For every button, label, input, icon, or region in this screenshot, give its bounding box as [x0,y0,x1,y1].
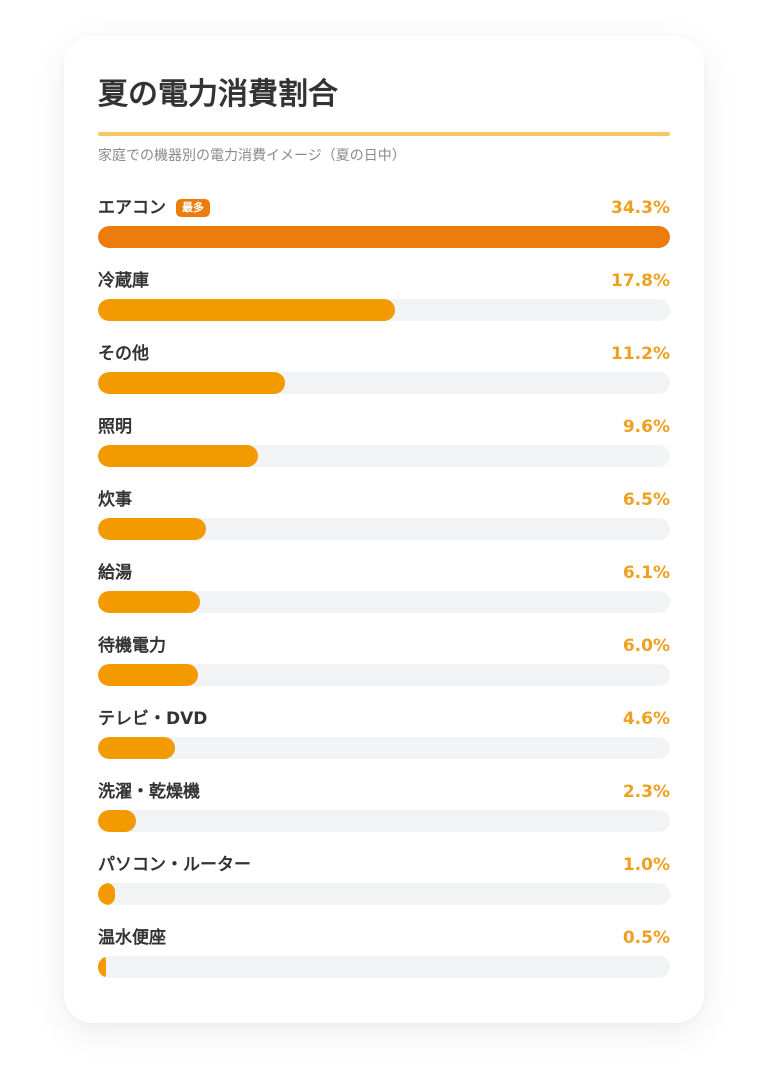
bar-fill [98,299,395,321]
bar-row-header: パソコン・ルーター 1.0% [98,853,670,877]
value-label: 2.3% [622,782,670,802]
bar-fill [98,956,106,978]
category-label-text: 待機電力 [98,636,166,656]
bar-row: パソコン・ルーター 1.0% [98,853,670,913]
chart-subtitle: 家庭での機器別の電力消費イメージ（夏の日中） [98,148,406,164]
chart-title: 夏の電力消費割合 [98,77,338,112]
category-label-text: エアコン [98,198,166,218]
category-label-text: 温水便座 [98,928,166,948]
bar-track [98,372,670,394]
value-label: 6.0% [622,636,670,656]
bar-row-header: その他 11.2% [98,342,670,366]
value-label: 17.8% [611,271,670,291]
bar-track [98,810,670,832]
category-label-text: 給湯 [98,563,132,583]
bar-row: 冷蔵庫 17.8% [98,269,670,329]
bar-track [98,226,670,248]
value-label: 9.6% [622,417,670,437]
category-label-text: 冷蔵庫 [98,271,149,291]
bar-row: その他 11.2% [98,342,670,402]
category-label: 洗濯・乾燥機 [98,780,200,804]
bar-row-header: 炊事 6.5% [98,488,670,512]
category-label: 待機電力 [98,634,166,658]
category-label-text: 照明 [98,417,132,437]
bar-row-header: テレビ・DVD 4.6% [98,707,670,731]
bar-track [98,299,670,321]
bar-track [98,518,670,540]
top-badge: 最多 [176,199,210,217]
bar-row-header: 照明 9.6% [98,415,670,439]
category-label: 給湯 [98,561,132,585]
bar-row-header: エアコン 最多 34.3% [98,196,670,220]
bar-row-header: 給湯 6.1% [98,561,670,585]
bar-fill [98,518,206,540]
category-label: 炊事 [98,488,132,512]
category-label-text: パソコン・ルーター [98,855,251,875]
bar-row: テレビ・DVD 4.6% [98,707,670,767]
category-label: その他 [98,342,149,366]
category-label-text: テレビ・DVD [98,709,208,729]
bar-row-header: 冷蔵庫 17.8% [98,269,670,293]
category-label-text: その他 [98,344,149,364]
bar-row: 照明 9.6% [98,415,670,475]
bar-fill [98,810,136,832]
value-label: 11.2% [611,344,670,364]
value-label: 34.3% [611,198,670,218]
category-label-text: 洗濯・乾燥機 [98,782,200,802]
value-label: 4.6% [622,709,670,729]
category-label: 温水便座 [98,926,166,950]
chart-card: 夏の電力消費割合 家庭での機器別の電力消費イメージ（夏の日中） エアコン 最多 34… [64,36,704,1023]
bar-fill [98,226,670,248]
bar-row: 洗濯・乾燥機 2.3% [98,780,670,840]
bar-row: 待機電力 6.0% [98,634,670,694]
bar-fill [98,664,198,686]
value-label: 6.1% [622,563,670,583]
bar-row: 温水便座 0.5% [98,926,670,986]
bar-track [98,445,670,467]
bar-fill [98,737,175,759]
bar-row-header: 洗濯・乾燥機 2.3% [98,780,670,804]
bar-track [98,664,670,686]
bar-fill [98,445,258,467]
bar-row: 給湯 6.1% [98,561,670,621]
bar-fill [98,883,115,905]
bar-row: エアコン 最多 34.3% [98,196,670,256]
bar-fill [98,372,285,394]
value-label: 6.5% [622,490,670,510]
bar-row-header: 待機電力 6.0% [98,634,670,658]
bar-row: 炊事 6.5% [98,488,670,548]
bar-track [98,956,670,978]
category-label: テレビ・DVD [98,707,207,731]
category-label: 冷蔵庫 [98,269,149,293]
bar-track [98,591,670,613]
bar-row-header: 温水便座 0.5% [98,926,670,950]
category-label: パソコン・ルーター [98,853,251,877]
bar-track [98,737,670,759]
value-label: 1.0% [622,855,670,875]
category-label: 照明 [98,415,132,439]
category-label-text: 炊事 [98,490,132,510]
value-label: 0.5% [622,928,670,948]
title-divider [98,132,670,136]
bar-fill [98,591,200,613]
bar-track [98,883,670,905]
category-label: エアコン 最多 [98,196,210,220]
